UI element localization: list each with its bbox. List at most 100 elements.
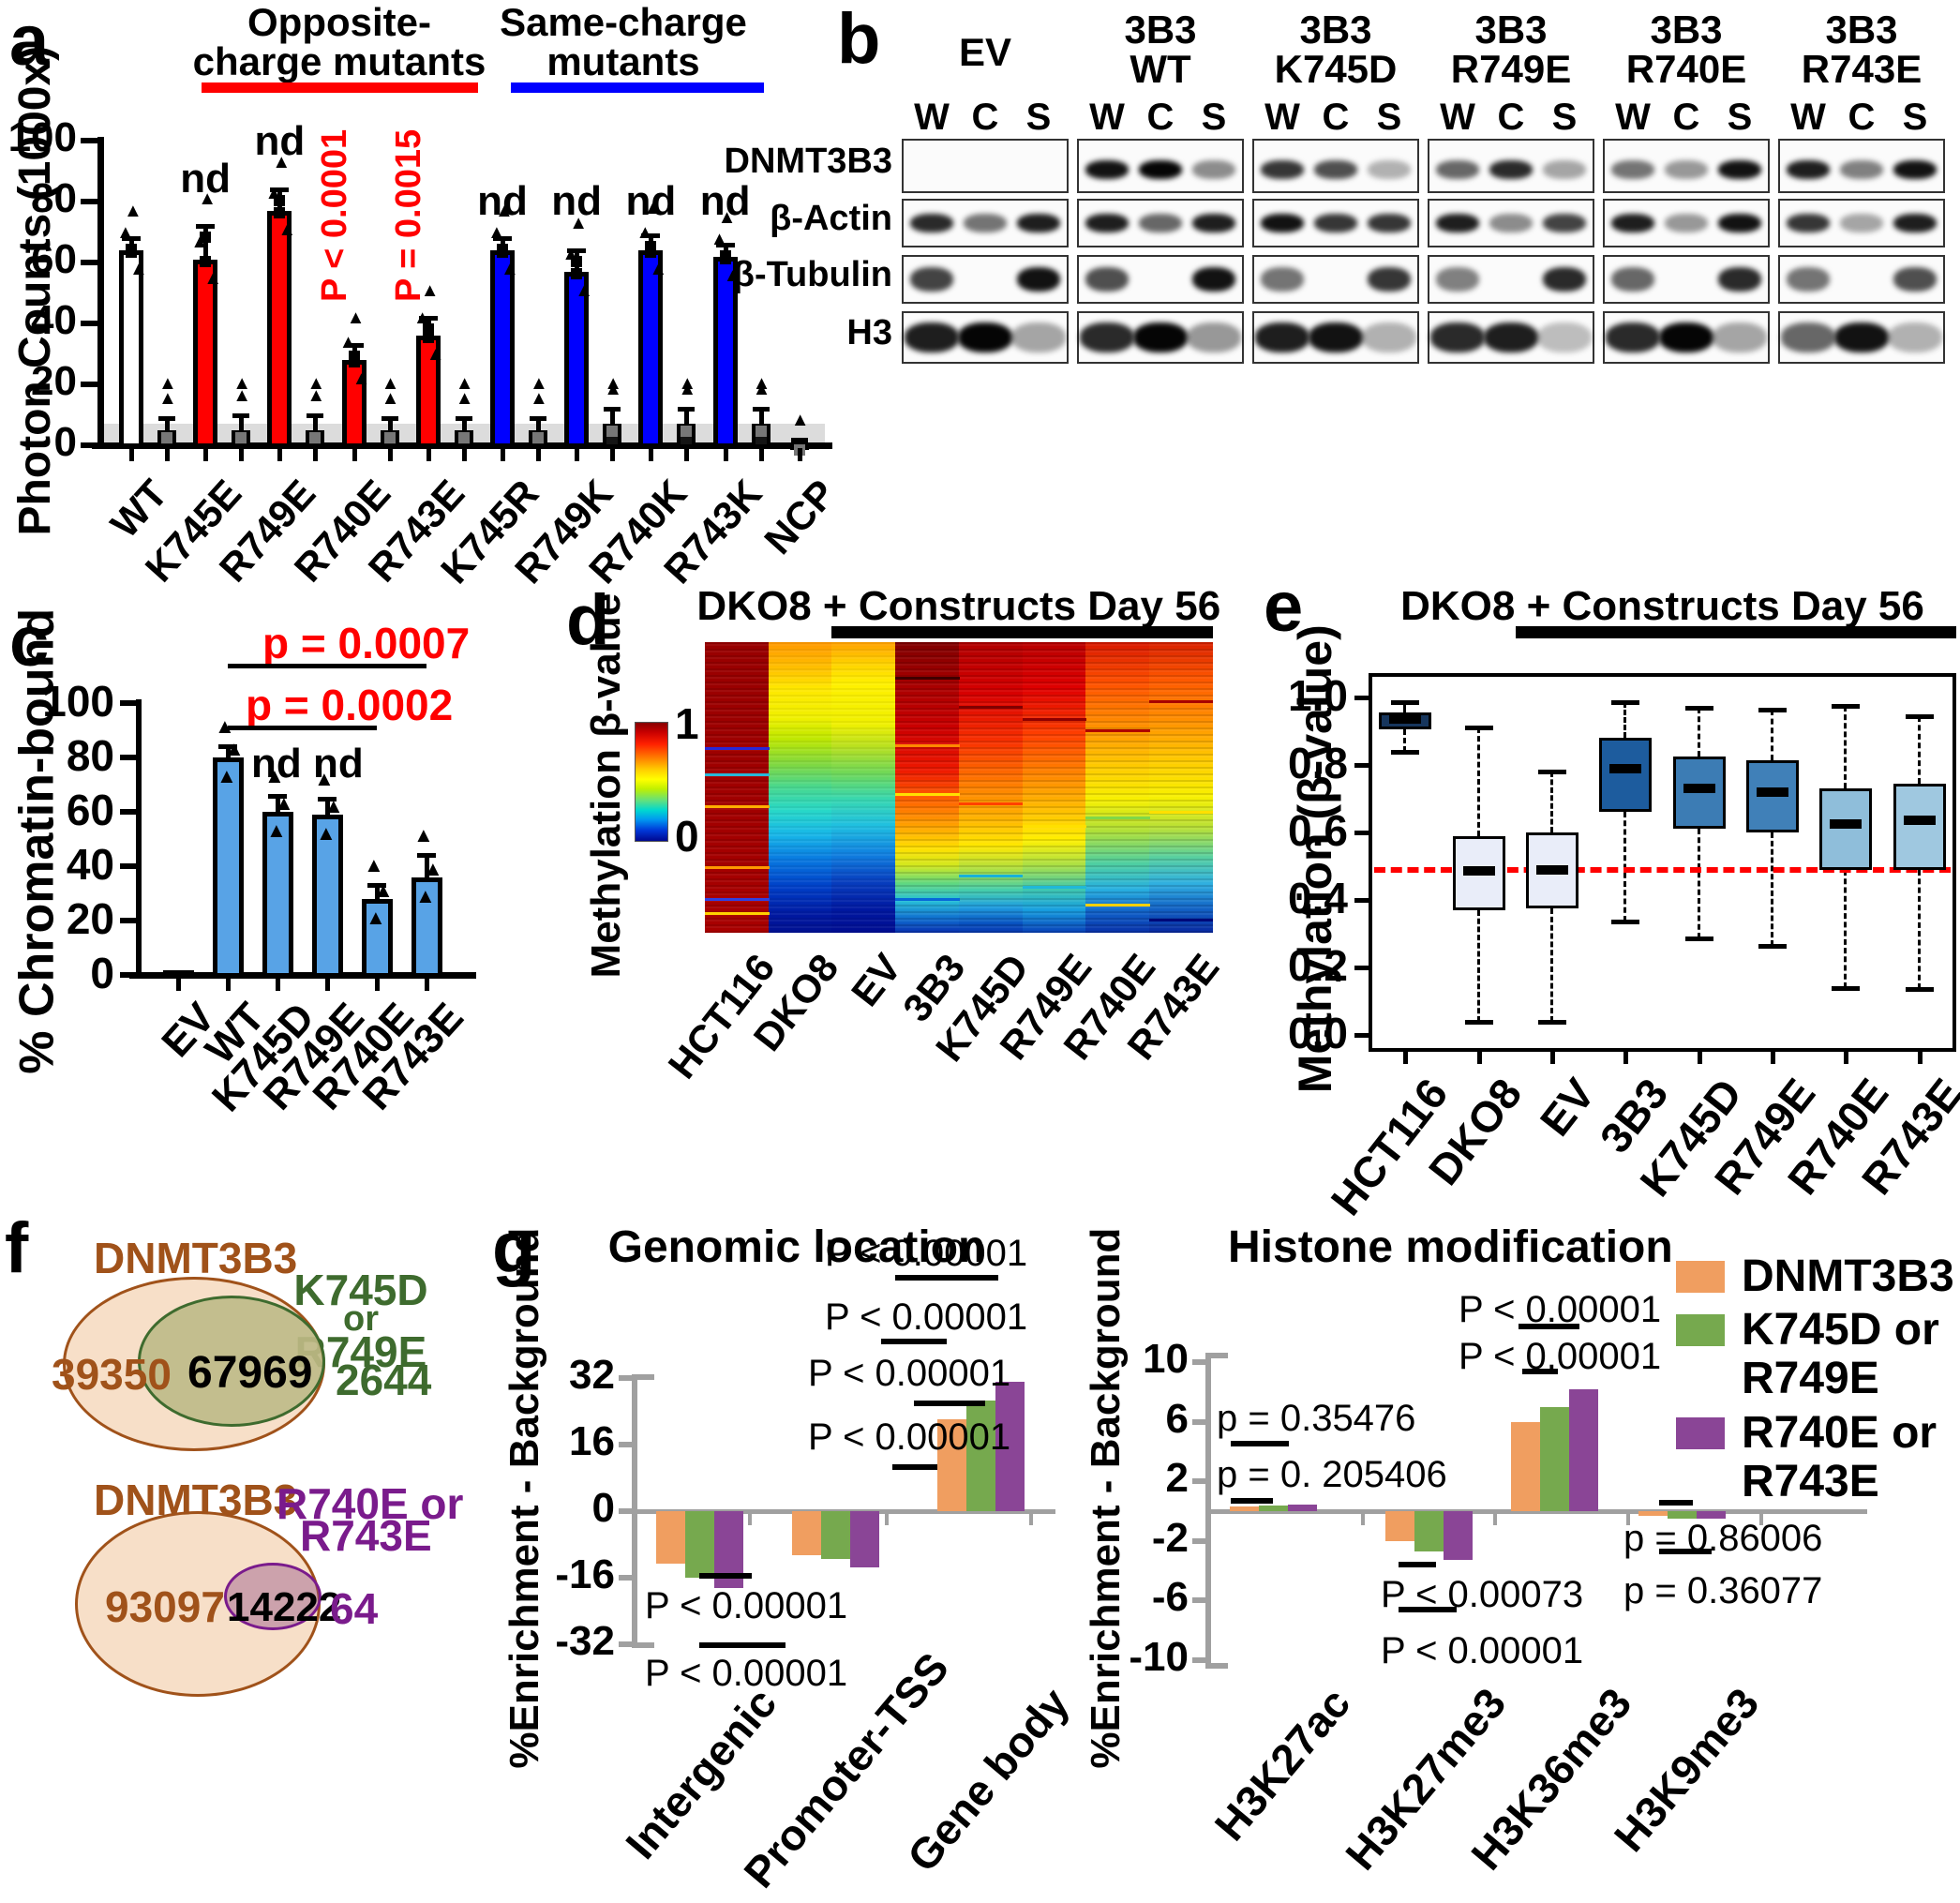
g-left-ytick bbox=[619, 1508, 632, 1514]
panel-a-nd-R749K: nd bbox=[551, 178, 603, 224]
g-left-ylabel: %Enrichment - Background bbox=[501, 1227, 547, 1769]
g-right-xtick bbox=[1759, 1514, 1763, 1525]
blot-lane-label: C bbox=[1146, 97, 1175, 138]
blot-band bbox=[905, 322, 960, 352]
g-right-bar-H3K27ac-1 bbox=[1259, 1506, 1288, 1511]
venn2-only1-count: 93097 bbox=[105, 1582, 225, 1631]
bar-WT bbox=[213, 757, 244, 978]
panel-a-xtick bbox=[277, 448, 283, 461]
g-left-ann-line bbox=[892, 1464, 937, 1470]
panel-d-letter: d bbox=[566, 580, 610, 660]
panel-e-ytick-label: 0.8 bbox=[1288, 739, 1348, 787]
legend-label-0-0: DNMT3B3 bbox=[1742, 1251, 1954, 1301]
panel-a-xtick bbox=[387, 448, 393, 461]
error-bar-cap bbox=[158, 415, 175, 421]
data-point-triangle: ▲ bbox=[232, 384, 251, 406]
data-point-triangle: ▲ bbox=[277, 219, 297, 240]
whisker-lower bbox=[1476, 909, 1480, 1022]
panel-a-ytick-label: 60 bbox=[31, 236, 77, 282]
panel-c-pvalue-1: p = 0.0007 bbox=[262, 619, 471, 667]
venn1-set2-label-0: K745D bbox=[293, 1266, 428, 1314]
whisker-upper bbox=[1476, 727, 1480, 836]
panel-a-xtick bbox=[313, 448, 319, 461]
error-bar-cap bbox=[752, 407, 770, 412]
panel-a-nd-R740K: nd bbox=[625, 178, 677, 224]
panel-e-ytick bbox=[1354, 696, 1369, 700]
g-right-ann-line bbox=[1399, 1607, 1457, 1612]
heatmap-line bbox=[1022, 825, 1086, 829]
error-bar-cap bbox=[641, 232, 661, 238]
blot-band bbox=[1436, 214, 1480, 232]
blot-lane-label: W bbox=[1089, 97, 1125, 138]
blot-group-label-line1: 3B3 bbox=[1825, 7, 1898, 52]
error-bar-line bbox=[325, 798, 330, 815]
data-point-triangle: ▲ bbox=[643, 197, 663, 218]
blot-band bbox=[1542, 160, 1586, 179]
whisker-cap-upper bbox=[1905, 713, 1934, 719]
blot-band bbox=[1893, 214, 1937, 232]
g-left-bar-Gene body-0 bbox=[937, 1419, 966, 1511]
blot-row-label-0: DNMT3B3 bbox=[724, 142, 892, 181]
panel-e-ytick-label: 1.0 bbox=[1288, 671, 1348, 720]
data-point-triangle: ▲ bbox=[426, 344, 445, 366]
data-point-triangle: ▲ bbox=[364, 853, 384, 877]
same-charge-underline bbox=[511, 82, 764, 93]
panel-a-ytick bbox=[81, 321, 97, 326]
data-point-triangle: ▲ bbox=[561, 243, 580, 264]
data-point-triangle: ▲ bbox=[569, 213, 588, 233]
blot-band bbox=[1717, 214, 1761, 232]
blot-band bbox=[958, 322, 1012, 352]
blot-band bbox=[1133, 322, 1188, 352]
error-bar-cap bbox=[604, 407, 621, 412]
error-bar-cap bbox=[790, 437, 808, 442]
heatmap-line bbox=[1085, 729, 1150, 732]
blot-lane-label: S bbox=[1201, 97, 1227, 138]
panel-e-xtick bbox=[1476, 1052, 1482, 1064]
data-point-triangle: ▲ bbox=[413, 823, 434, 847]
panel-e-ylabel: Methylation (β-value) bbox=[1288, 624, 1341, 1094]
blot-band bbox=[1261, 267, 1305, 292]
panel-g-letter: g bbox=[492, 1208, 536, 1288]
venn1-set1-label: DNMT3B3 bbox=[94, 1234, 298, 1282]
heatmap-column-R740E bbox=[1085, 642, 1150, 933]
data-point-triangle: ▲ bbox=[217, 764, 237, 788]
blot-band bbox=[1016, 267, 1060, 292]
g-right-ann-line bbox=[1519, 1324, 1579, 1329]
panel-c-ytick-label: 0 bbox=[90, 949, 114, 997]
error-bar-line bbox=[239, 414, 245, 430]
data-point-square bbox=[457, 431, 470, 443]
blot-group-label-line2: WT bbox=[1130, 47, 1191, 91]
blot-lane-label: C bbox=[1848, 97, 1876, 138]
data-point-triangle: ▲ bbox=[649, 259, 668, 280]
g-right-ann-line bbox=[1659, 1549, 1712, 1554]
heatmap-line bbox=[1022, 886, 1086, 890]
g-right-bar-H3K27me3-2 bbox=[1444, 1511, 1473, 1561]
blot-band bbox=[1367, 267, 1411, 292]
g-left-xtick bbox=[1029, 1514, 1033, 1525]
data-point-square bbox=[422, 322, 434, 335]
data-point-triangle: ▲ bbox=[678, 379, 697, 399]
g-left-ytick bbox=[619, 1374, 632, 1381]
median-HCT116 bbox=[1389, 714, 1422, 725]
panel-c-nd: nd nd bbox=[251, 741, 364, 787]
error-bar-line bbox=[610, 409, 616, 425]
panel-a-pvalue-R743E: P = 0.0015 bbox=[388, 128, 428, 303]
data-point-triangle: ▲ bbox=[790, 409, 810, 430]
panel-e-ytick bbox=[1354, 1033, 1369, 1038]
legend-label-2-1: R743E bbox=[1742, 1457, 1879, 1506]
panel-a-xtick bbox=[129, 448, 134, 461]
blot-band bbox=[1659, 322, 1713, 352]
error-bar-cap bbox=[196, 224, 216, 229]
blot-band bbox=[1489, 160, 1533, 179]
data-point-triangle: ▲ bbox=[346, 307, 366, 328]
data-point-triangle: ▲ bbox=[323, 793, 344, 817]
g-right-ylabel: %Enrichment - Background bbox=[1082, 1227, 1129, 1769]
panel-a-xtick bbox=[426, 448, 431, 461]
blot-row-label-2: β-Tubulin bbox=[732, 255, 892, 294]
panel-c-xtick bbox=[425, 978, 429, 991]
heatmap-line bbox=[958, 875, 1024, 877]
blot-lane-label: W bbox=[1440, 97, 1475, 138]
heatmap-line bbox=[705, 865, 770, 869]
blot-band bbox=[1606, 322, 1661, 352]
error-bar-line bbox=[226, 746, 231, 757]
